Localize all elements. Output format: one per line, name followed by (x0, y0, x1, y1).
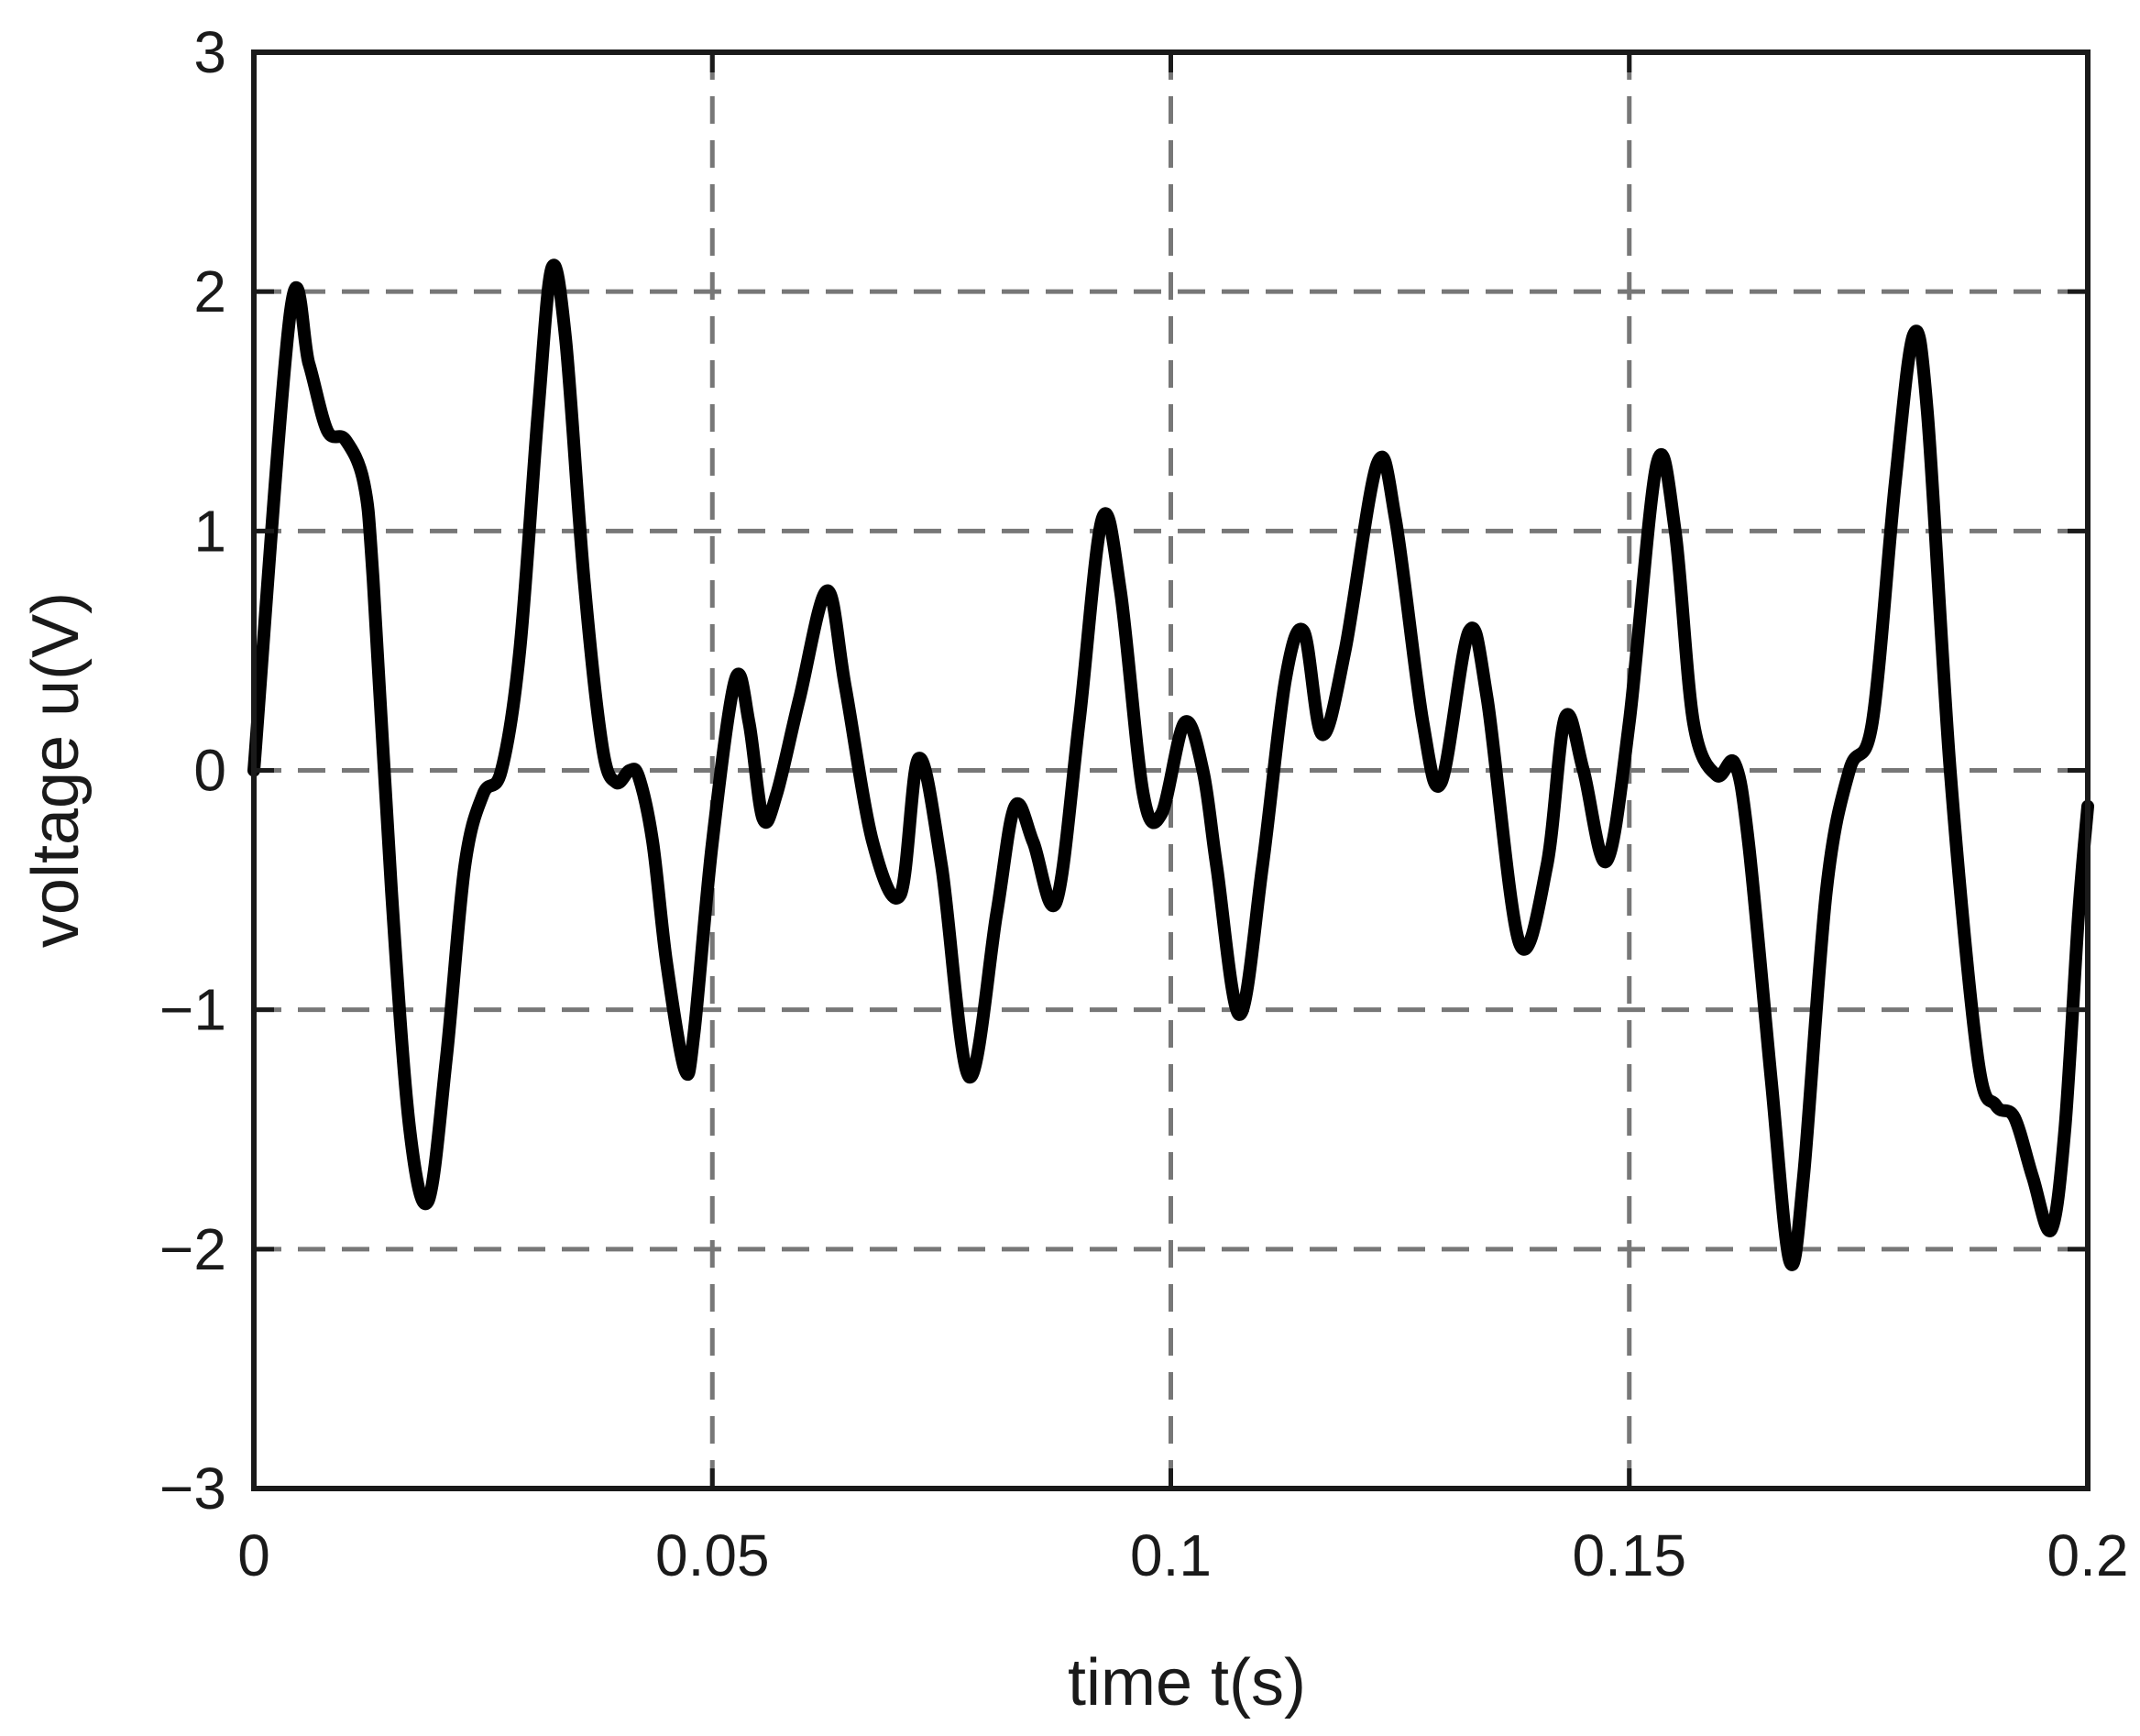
x-axis-label: time t(s) (1068, 1646, 1306, 1720)
y-tick-label: −3 (159, 1456, 226, 1522)
series-layer (247, 258, 2094, 1271)
y-tick-label: 0 (193, 738, 226, 804)
y-tick-label: 2 (193, 258, 226, 324)
y-tick-label: 3 (193, 19, 226, 85)
y-tick-label: −2 (159, 1216, 226, 1282)
x-tick-label: 0.2 (2047, 1522, 2129, 1588)
tick-marks (251, 49, 2091, 1491)
y-tick-labels: −3 −2 −1 0 1 2 3 (159, 19, 226, 1522)
x-tick-label: 0.1 (1130, 1522, 1212, 1588)
y-axis-label: voltage u(V) (19, 592, 93, 948)
x-tick-label: 0 (237, 1522, 270, 1588)
series-line-voltage (247, 258, 2094, 1271)
x-tick-label: 0.15 (1572, 1522, 1686, 1588)
y-tick-label: 1 (193, 498, 226, 564)
x-tick-labels: 0 0.05 0.1 0.15 0.2 (237, 1522, 2128, 1588)
x-tick-label: 0.05 (655, 1522, 770, 1588)
y-tick-label: −1 (159, 977, 226, 1043)
